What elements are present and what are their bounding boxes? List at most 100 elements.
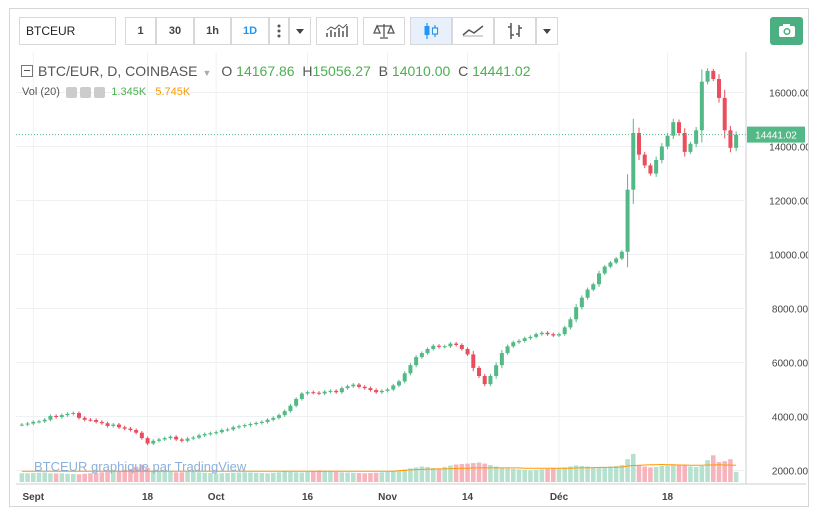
volume-bar bbox=[636, 465, 642, 482]
eye-icon[interactable] bbox=[66, 86, 78, 98]
candle bbox=[322, 391, 327, 394]
symbol-search-input[interactable]: BTCEUR bbox=[19, 17, 116, 45]
candle bbox=[442, 346, 447, 348]
candle bbox=[25, 423, 30, 425]
volume-bar bbox=[693, 466, 699, 482]
candle bbox=[345, 386, 350, 389]
series-settings-caret-icon[interactable]: ▼ bbox=[202, 68, 212, 78]
interval-1-button[interactable]: 1 bbox=[125, 17, 156, 45]
volume-title: Vol (20) bbox=[22, 86, 60, 98]
y-tick-label: 14000.00 bbox=[769, 143, 808, 154]
camera-icon[interactable] bbox=[770, 17, 803, 45]
price-chart[interactable]: 2000.00 4000.00 6000.00 8000.00 10000.00 1200… bbox=[10, 9, 808, 506]
bars-style-icon[interactable] bbox=[494, 17, 536, 45]
candle bbox=[311, 392, 316, 394]
candle bbox=[602, 266, 607, 274]
volume-bar bbox=[231, 472, 236, 482]
candle bbox=[225, 429, 230, 431]
candle bbox=[351, 384, 356, 387]
candle bbox=[134, 430, 139, 433]
candle bbox=[265, 419, 270, 422]
volume-bar bbox=[699, 465, 705, 482]
watermark-link[interactable]: BTCEUR graphique par TradingView bbox=[34, 459, 247, 474]
indicators-icon[interactable] bbox=[316, 17, 358, 45]
candle bbox=[614, 258, 619, 263]
candle bbox=[357, 384, 361, 387]
volume-bar bbox=[36, 472, 42, 482]
volume-bar bbox=[648, 467, 653, 482]
collapse-legend-icon[interactable] bbox=[21, 65, 33, 78]
volume-ma-value: 5.745K bbox=[155, 86, 191, 98]
close-icon[interactable] bbox=[94, 86, 106, 98]
last-price-label: 14441.02 bbox=[755, 131, 797, 142]
compare-scale-icon[interactable] bbox=[363, 17, 405, 45]
style-dropdown-icon[interactable] bbox=[536, 17, 558, 45]
candle bbox=[379, 390, 384, 393]
volume-bar bbox=[459, 464, 465, 482]
volume-bar bbox=[431, 467, 436, 482]
x-tick-label: 16 bbox=[302, 492, 314, 503]
candle bbox=[191, 437, 196, 439]
volume-bar bbox=[613, 465, 619, 482]
candle bbox=[677, 122, 681, 133]
candle bbox=[231, 427, 236, 430]
candle bbox=[237, 426, 241, 428]
candle bbox=[128, 428, 133, 430]
volume-bar bbox=[25, 473, 30, 482]
candle bbox=[259, 421, 264, 423]
volume-bar bbox=[156, 470, 162, 482]
volume-bar bbox=[293, 472, 299, 482]
volume-bar bbox=[705, 460, 710, 482]
close-value: 14441.02 bbox=[472, 63, 531, 79]
candle bbox=[408, 365, 413, 374]
candle bbox=[282, 411, 287, 416]
volume-bar bbox=[625, 459, 630, 482]
volume-bar bbox=[493, 466, 499, 482]
candle bbox=[82, 417, 87, 420]
volume-bar bbox=[242, 472, 247, 482]
candle bbox=[585, 289, 590, 298]
volume-bar bbox=[448, 465, 453, 482]
line-style-icon[interactable] bbox=[452, 17, 494, 45]
volume-bar bbox=[59, 473, 65, 482]
candle bbox=[568, 319, 573, 328]
candle bbox=[734, 134, 739, 148]
volume-bar bbox=[42, 472, 47, 482]
candle bbox=[334, 390, 339, 393]
volume-bar bbox=[653, 466, 659, 482]
more-intervals-icon[interactable] bbox=[269, 17, 289, 45]
y-tick-label: 16000.00 bbox=[769, 89, 808, 100]
x-tick-label: 18 bbox=[662, 492, 674, 503]
volume-bar bbox=[579, 465, 585, 482]
candle bbox=[659, 146, 664, 160]
candle bbox=[65, 413, 70, 416]
y-tick-label: 12000.00 bbox=[769, 197, 808, 208]
volume-bar bbox=[385, 471, 390, 482]
x-tick-label: 18 bbox=[142, 492, 154, 503]
candle bbox=[88, 419, 93, 421]
volume-bar bbox=[608, 466, 613, 482]
candle bbox=[385, 389, 390, 391]
volume-bar bbox=[733, 471, 739, 482]
volume-bar bbox=[253, 472, 259, 482]
last-price-badge bbox=[747, 126, 805, 143]
interval-30-button[interactable]: 30 bbox=[156, 17, 194, 45]
intervals-dropdown-icon[interactable] bbox=[289, 17, 311, 45]
interval-1d-button[interactable]: 1D bbox=[231, 17, 269, 45]
volume-bar bbox=[225, 473, 230, 482]
candle bbox=[145, 438, 150, 444]
y-tick-label: 8000.00 bbox=[772, 305, 808, 316]
candle bbox=[111, 424, 116, 426]
candle bbox=[185, 438, 190, 441]
volume-bar bbox=[671, 465, 676, 482]
gear-icon[interactable] bbox=[80, 86, 92, 98]
interval-1h-button[interactable]: 1h bbox=[194, 17, 231, 45]
volume-bar bbox=[682, 465, 687, 482]
volume-bar bbox=[396, 470, 402, 482]
candles-style-icon[interactable] bbox=[410, 17, 452, 45]
volume-bar bbox=[111, 471, 116, 482]
volume-bar bbox=[333, 471, 339, 482]
candle bbox=[299, 393, 304, 399]
volume-bar bbox=[545, 468, 550, 482]
high-value: 15056.27 bbox=[312, 63, 371, 79]
